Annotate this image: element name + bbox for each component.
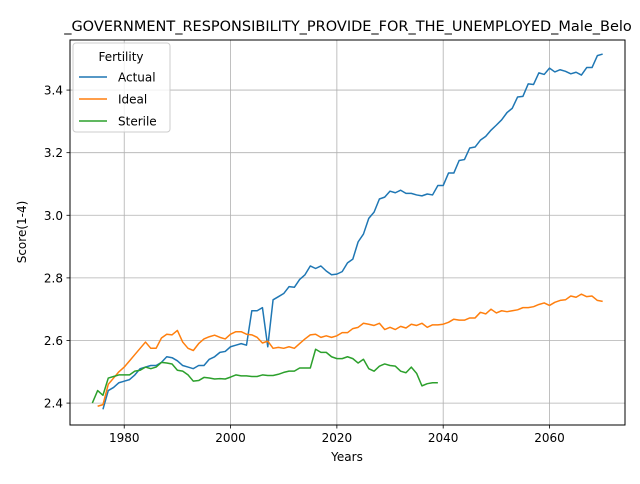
series-line-actual (102, 53, 603, 410)
y-tick-label: 3.2 (44, 146, 63, 160)
legend: Fertility Actual Ideal Sterile (72, 42, 171, 133)
x-tick-label: 2060 (534, 431, 565, 445)
x-axis-ticks: 1980 2000 2020 2040 2060 (109, 425, 565, 445)
y-tick-label: 3.0 (44, 209, 63, 223)
y-tick-label: 2.4 (44, 397, 63, 411)
series-line-ideal (97, 293, 603, 407)
y-axis-label: Score(1-4) (15, 201, 29, 264)
legend-label-ideal: Ideal (118, 93, 147, 107)
series-line-sterile (91, 348, 438, 404)
x-axis-label: Years (330, 450, 363, 464)
y-tick-label: 3.4 (44, 84, 63, 98)
x-tick-label: 2000 (215, 431, 246, 445)
chart-title: _GOVERNMENT_RESPONSIBILITY_PROVIDE_FOR_T… (63, 19, 632, 35)
x-tick-label: 2020 (322, 431, 353, 445)
legend-box (72, 42, 171, 133)
plot-frame (69, 39, 626, 426)
y-axis-ticks: 2.4 2.6 2.8 3.0 3.2 3.4 (44, 84, 70, 411)
x-tick-label: 2040 (428, 431, 459, 445)
grid (70, 40, 625, 425)
x-tick-label: 1980 (109, 431, 140, 445)
legend-title: Fertility (98, 50, 143, 64)
y-tick-label: 2.8 (44, 271, 63, 285)
legend-label-actual: Actual (118, 71, 156, 85)
legend-label-sterile: Sterile (118, 115, 157, 129)
y-tick-label: 2.6 (44, 334, 63, 348)
legend-items: Actual Ideal Sterile (79, 71, 157, 129)
series-group (91, 53, 603, 410)
